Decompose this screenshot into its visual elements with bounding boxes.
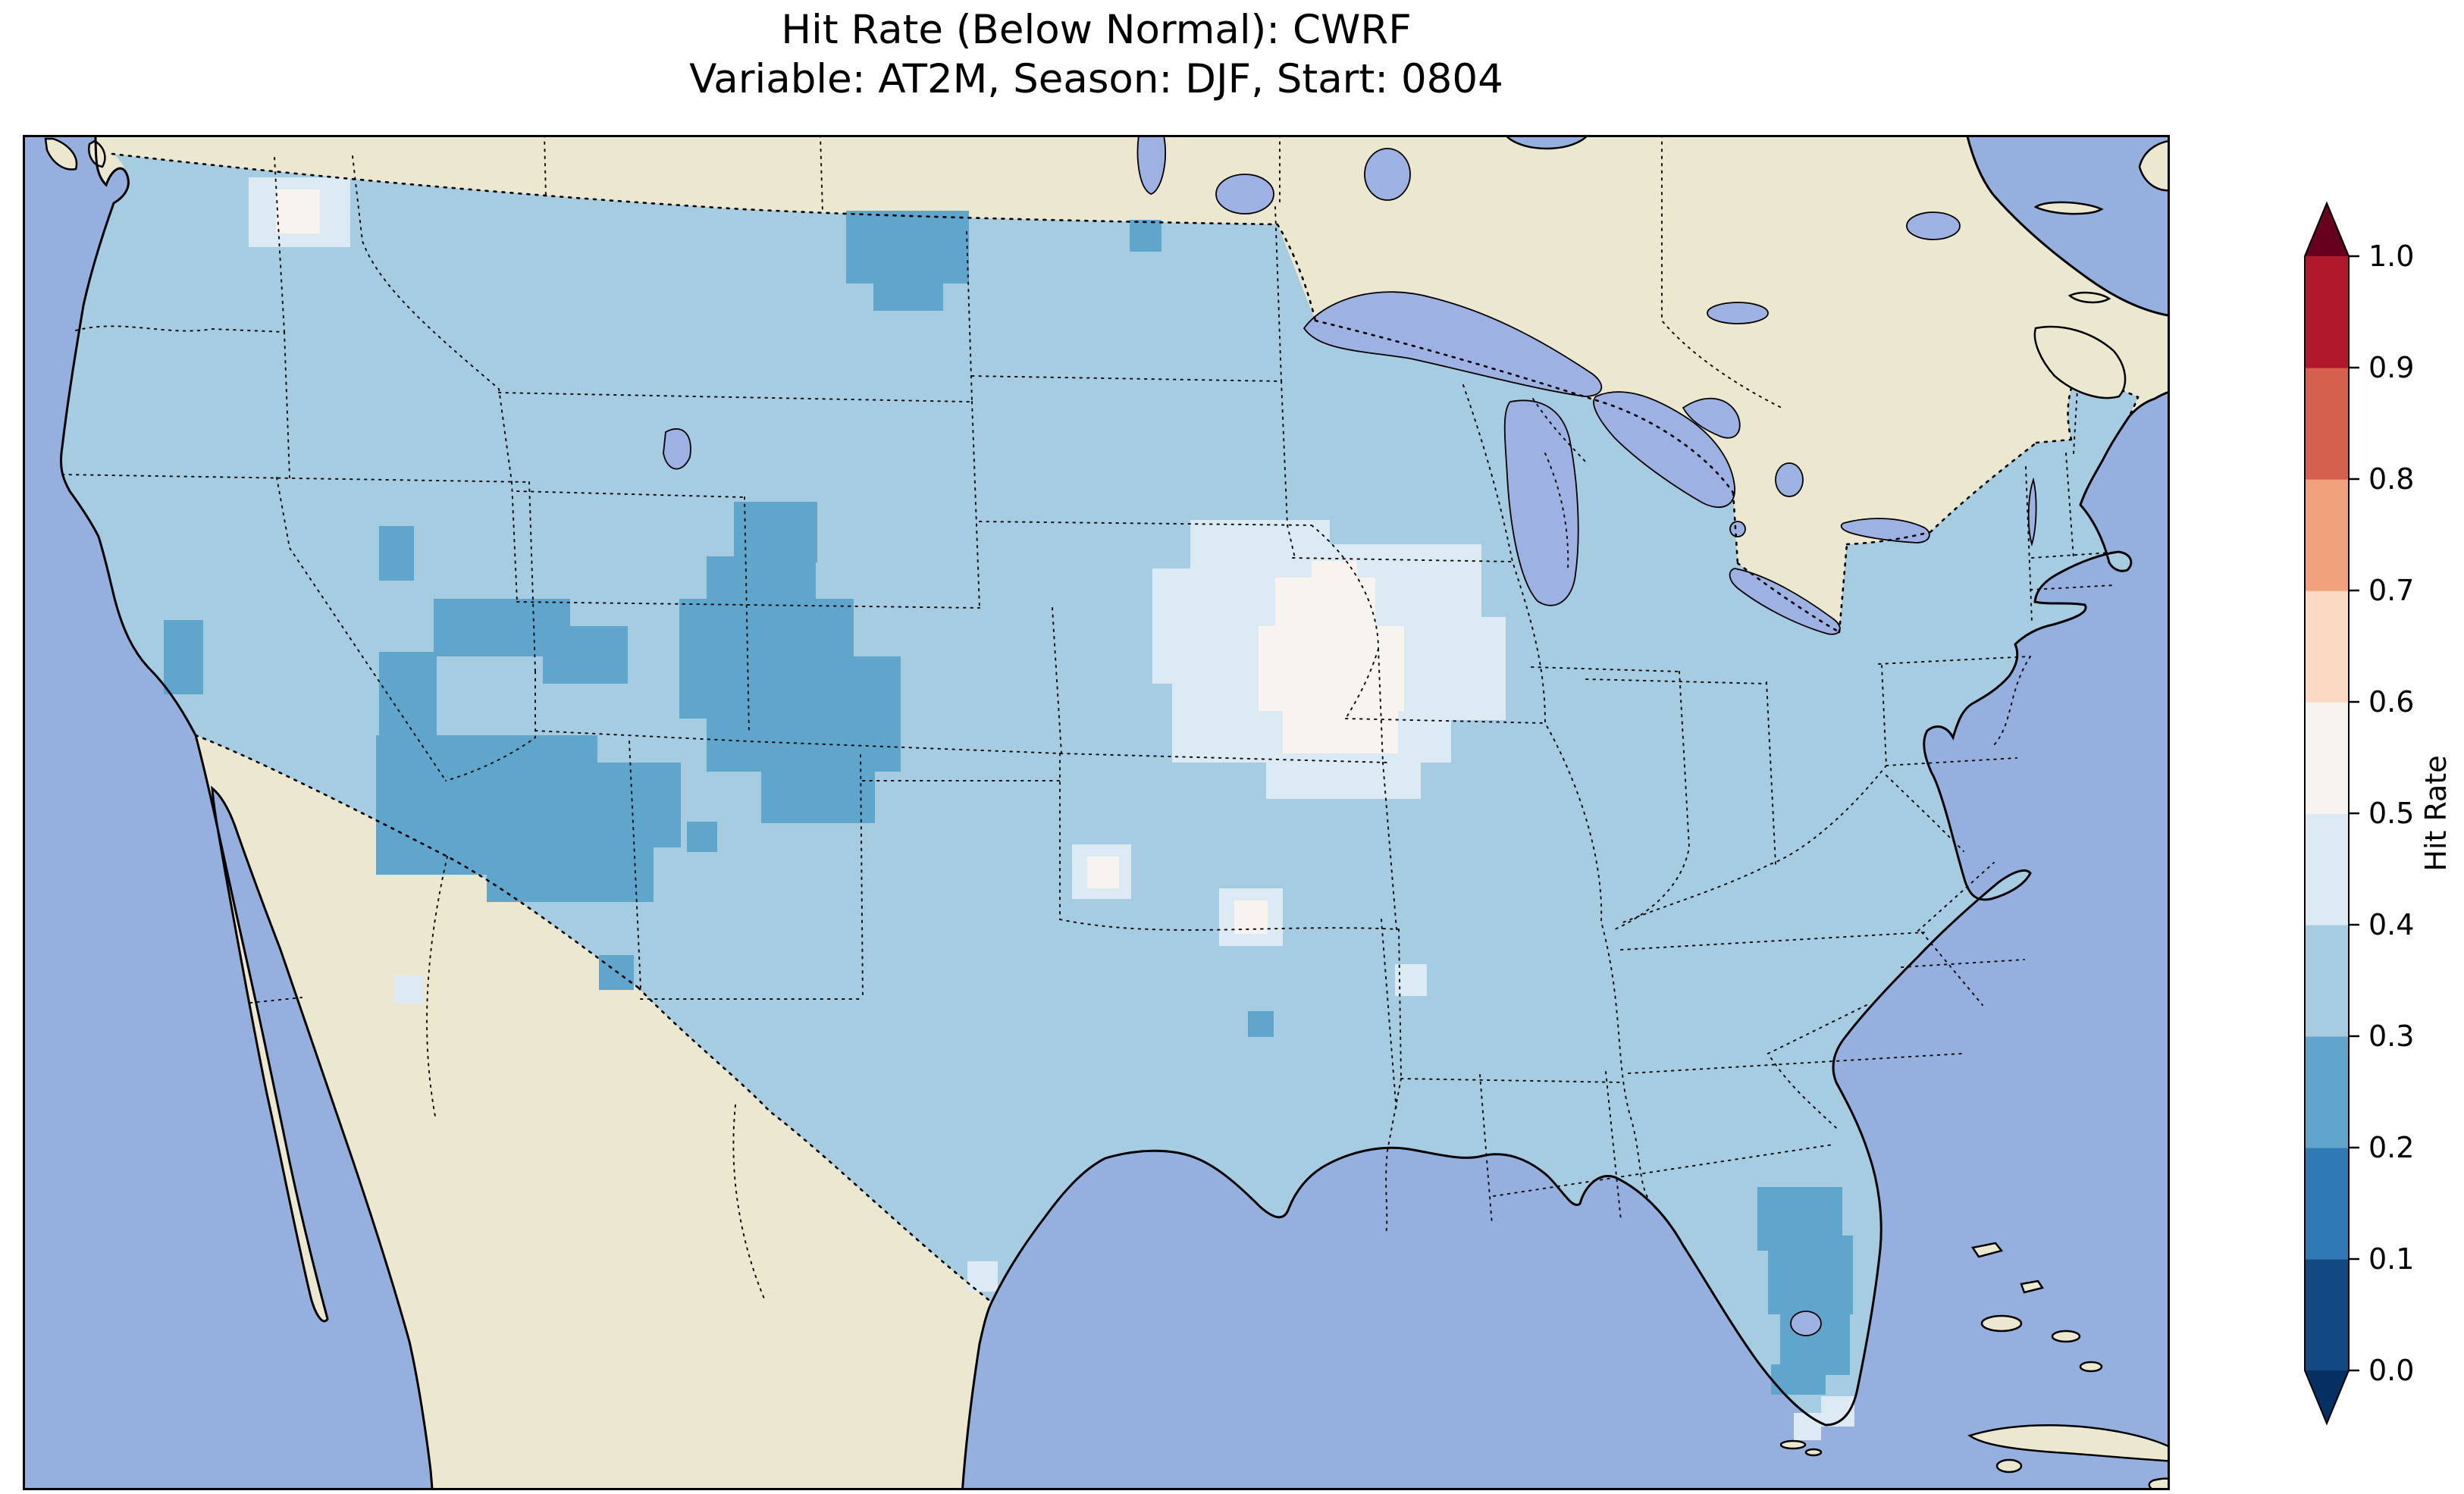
us-hitrate-base [61,154,2138,1425]
lake-michigan [1503,399,1579,606]
map-frame [23,135,2170,1490]
florida-keys-2 [1804,1448,1823,1457]
prince-edward-island [2067,291,2111,304]
map-svg [23,135,2170,1490]
lake-erie [1729,568,1841,635]
vancouver-island [44,137,78,171]
colorbar-bin [2305,1148,2349,1260]
colorbar-tick-label: 0.3 [2368,1019,2414,1053]
isle-of-youth [1995,1458,2023,1474]
hitrate-cells-05-06 [276,189,1404,934]
great-salt-lake [663,428,691,470]
lake-huron [1593,391,1735,509]
anticosti-island [2033,201,2104,215]
florida-keys-1 [1779,1439,1807,1450]
lake-superior [1303,291,1603,397]
great-lakes [663,135,2037,1336]
bahamas-4 [2079,1361,2103,1373]
map-panel [23,135,2170,1490]
bahamas-1 [1970,1242,2004,1258]
lake-winnipeg [1136,135,1166,195]
colorbar: 0.0 0.1 0.2 0.3 0.4 0.5 0.6 0.7 0.8 0.9 1.0 [2274,189,2464,1463]
colorbar-bin [2305,368,2349,480]
colorbar-bin [2305,479,2349,591]
bahamas-2 [2020,1279,2045,1294]
andros-island [1980,1314,2023,1333]
georgian-bay [1682,397,1741,439]
colorbar-tick-label: 0.1 [2368,1242,2414,1276]
colorbar-extend-over [2305,203,2349,256]
colorbar-tick-label: 0.7 [2368,574,2414,607]
james-bay [1504,135,1589,150]
hispaniola-edge [2148,1477,2170,1490]
colorbar-bin [2305,925,2349,1037]
nova-scotia [2033,325,2127,399]
colorbar-extend-under [2305,1370,2349,1424]
lake-of-the-woods [1215,174,1274,215]
country-borders [111,152,2140,1304]
colorbar-bin [2305,590,2349,703]
colorbar-bin [2305,813,2349,926]
lake-nipigon [1364,148,1411,201]
colorbar-bin [2305,1036,2349,1148]
lake-st-jean [1906,211,1961,240]
title-block: Hit Rate (Below Normal): CWRF Variable: … [23,6,2170,104]
lake-st-clair [1729,521,1746,537]
islands [44,137,2170,1490]
bahamas-3 [2051,1330,2081,1343]
lake-okeechobee [1790,1311,1822,1336]
coastline [59,135,2170,1490]
colorbar-bin [2305,702,2349,814]
lake-nipissing [1707,302,1769,324]
colorbar-tick-label: 1.0 [2368,240,2414,273]
gulf-st-lawrence [1965,135,2170,318]
chart-title: Hit Rate (Below Normal): CWRF [781,7,1412,53]
colorbar-tick-label: 0.8 [2368,462,2414,496]
lake-champlain [2027,477,2037,547]
cuba [1967,1424,2170,1462]
colorbar-tick-label: 0.5 [2368,797,2414,830]
chart-subtitle: Variable: AT2M, Season: DJF, Start: 0804 [689,55,1503,102]
colorbar-tick-label: 0.2 [2368,1131,2414,1164]
colorbar-label: Hit Rate [2419,755,2453,872]
state-borders [61,135,2122,1303]
colorbar-tick-label: 0.6 [2368,685,2414,719]
colorbar-tick-label: 0.4 [2368,908,2414,941]
colorbar-svg: 0.0 0.1 0.2 0.3 0.4 0.5 0.6 0.7 0.8 0.9 1.0 [2304,201,2414,1426]
lake-simcoe [1775,462,1804,497]
colorbar-tick-label: 0.0 [2368,1354,2414,1387]
colorbar-bin [2305,256,2349,368]
colorbar-bin [2305,1259,2349,1371]
colorbar-tick-label: 0.9 [2368,351,2414,384]
